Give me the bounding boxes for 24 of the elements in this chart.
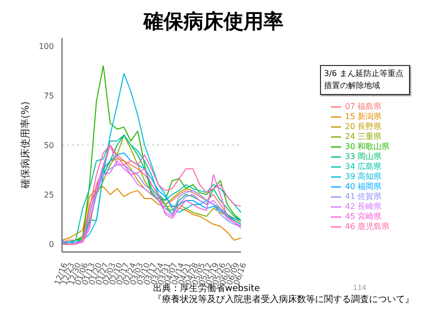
legend-label: 45 宮崎県 — [345, 212, 382, 222]
legend-label: 24 三重県 — [345, 132, 382, 142]
legend-label: 15 新潟県 — [345, 112, 382, 122]
legend-label: 07 福島県 — [345, 102, 382, 112]
legend-label: 40 福岡県 — [345, 182, 382, 192]
legend-title: 3/6 まん延防止等重点措置の解除地域 — [320, 65, 410, 95]
legend-label: 33 岡山県 — [345, 152, 382, 162]
y-tick-label: 0 — [48, 240, 54, 249]
legend-label: 42 長崎県 — [345, 202, 382, 212]
text: 『療養状況等及び入院患者受入病床数等に関する調査について』 — [153, 295, 414, 306]
legend-label: 46 鹿児島県 — [345, 222, 390, 232]
legend-label: 39 高知県 — [345, 172, 382, 182]
y-tick-label: 50 — [44, 140, 54, 150]
y-tick-label: 25 — [44, 190, 54, 200]
chart-title: 確保病床使用率 — [142, 8, 284, 34]
legend-label: 34 広島県 — [345, 162, 382, 172]
source-note: 出典：厚生労働省website — [153, 284, 260, 294]
legend-label: 30 和歌山県 — [345, 142, 390, 152]
line-series — [62, 186, 242, 241]
legend-label: 41 佐賀県 — [345, 192, 382, 202]
y-tick-label: 75 — [44, 91, 54, 100]
legend-label: 20 長野県 — [345, 122, 382, 132]
y-tick-label: 100 — [38, 42, 54, 51]
y-axis-title: 確保病床使用率(%) — [20, 101, 32, 190]
